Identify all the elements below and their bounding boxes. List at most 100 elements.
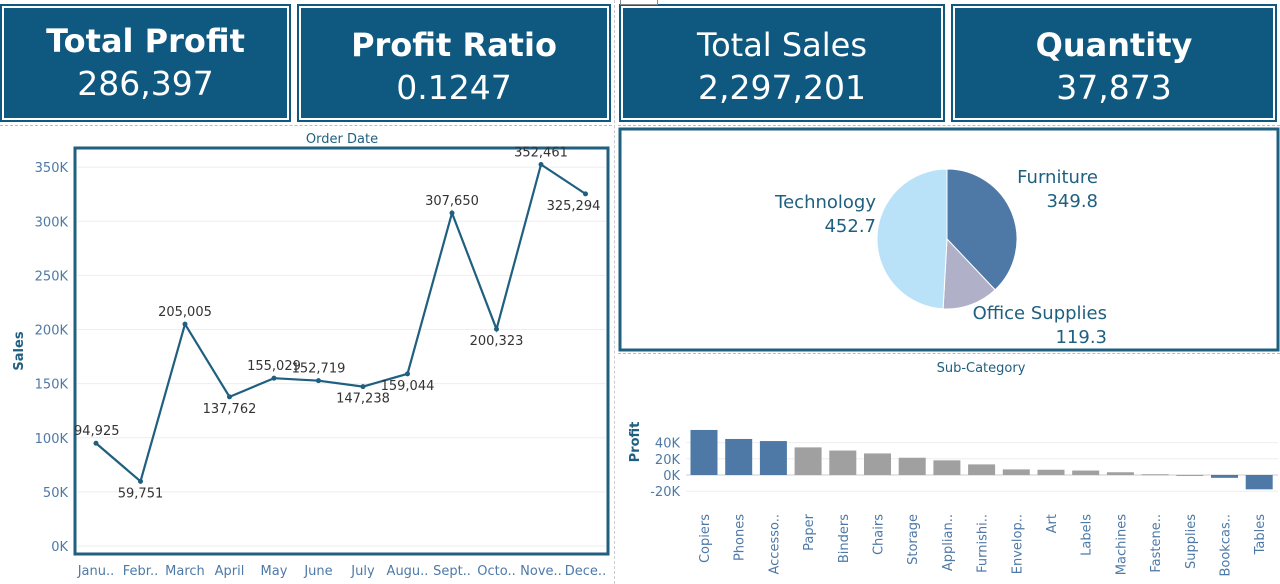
data-label: 152,719 bbox=[292, 362, 346, 377]
window-corner-marker bbox=[620, 0, 658, 5]
bar bbox=[794, 447, 822, 475]
y-tick-label: 20K bbox=[655, 453, 681, 468]
data-label: 94,925 bbox=[74, 424, 120, 439]
kpi-total-sales: Total Sales 2,297,201 bbox=[619, 4, 945, 122]
x-tick-label: Fastene.. bbox=[1149, 514, 1164, 573]
bar bbox=[864, 453, 891, 475]
bar bbox=[725, 438, 753, 475]
pie-chart-frame bbox=[618, 127, 1280, 352]
data-point bbox=[449, 210, 455, 216]
data-point bbox=[583, 191, 588, 197]
kpi-value: 37,873 bbox=[1056, 68, 1172, 107]
y-tick-label: 40K bbox=[655, 437, 681, 452]
kpi-profit-ratio: Profit Ratio 0.1247 bbox=[297, 4, 611, 122]
bar bbox=[1245, 475, 1273, 490]
x-tick-label: Sept.. bbox=[433, 564, 471, 579]
data-label: 352,461 bbox=[514, 145, 568, 160]
y-tick-label: 350K bbox=[35, 161, 69, 176]
pie-value-furniture: 349.8 bbox=[1046, 191, 1098, 212]
data-point bbox=[494, 326, 499, 332]
y-axis-label: Sales bbox=[12, 331, 27, 370]
x-tick-label: Bookcas.. bbox=[1219, 514, 1234, 577]
x-tick-label: May bbox=[261, 564, 288, 579]
x-tick-label: Phones bbox=[733, 514, 748, 561]
bar bbox=[690, 429, 718, 475]
data-point bbox=[405, 371, 410, 377]
x-tick-label: Furnishi.. bbox=[976, 514, 991, 573]
bar bbox=[1141, 474, 1169, 476]
y-tick-label: 0K bbox=[51, 540, 68, 555]
pie-value-office-supplies: 119.3 bbox=[1055, 327, 1107, 348]
bar bbox=[1211, 475, 1238, 478]
x-tick-label: Janu.. bbox=[77, 564, 115, 579]
x-tick-label: Storage bbox=[906, 514, 921, 565]
x-tick-label: Octo.. bbox=[477, 564, 515, 579]
x-tick-label: Tables bbox=[1253, 514, 1268, 556]
data-label: 307,650 bbox=[425, 194, 479, 209]
data-point bbox=[271, 375, 277, 381]
y-tick-label: -20K bbox=[650, 485, 680, 500]
data-label: 159,044 bbox=[381, 379, 435, 394]
bar bbox=[1037, 469, 1065, 475]
data-label: 325,294 bbox=[547, 199, 601, 214]
pie-slice-office-supplies bbox=[942, 237, 996, 310]
x-tick-label: Machines bbox=[1114, 514, 1129, 575]
bar-y-axis-label: Profit bbox=[628, 422, 643, 463]
kpi-quantity: Quantity 37,873 bbox=[951, 4, 1277, 122]
x-tick-label: Augu.. bbox=[387, 564, 429, 579]
x-tick-label: Supplies bbox=[1184, 514, 1199, 569]
x-tick-label: Febr.. bbox=[123, 564, 158, 579]
data-point bbox=[360, 384, 366, 390]
kpi-total-profit: Total Profit 286,397 bbox=[0, 4, 291, 122]
divider bbox=[614, 0, 615, 584]
bar bbox=[829, 450, 857, 475]
pie-slice-furniture bbox=[946, 168, 1018, 291]
data-point bbox=[138, 478, 143, 484]
pie-label-furniture: Furniture bbox=[1017, 167, 1098, 188]
pie-label-technology: Technology bbox=[774, 192, 876, 213]
bar bbox=[1072, 470, 1100, 475]
y-tick-label: 300K bbox=[35, 215, 69, 230]
kpi-title: Profit Ratio bbox=[351, 26, 557, 64]
x-tick-label: April bbox=[215, 564, 245, 579]
x-tick-label: Accesso.. bbox=[767, 514, 782, 575]
data-point bbox=[227, 394, 232, 400]
divider bbox=[618, 353, 1280, 354]
x-tick-label: Envelop.. bbox=[1010, 514, 1025, 574]
kpi-title: Quantity bbox=[1035, 26, 1193, 64]
data-point bbox=[538, 161, 544, 167]
line-chart-title: Order Date bbox=[306, 132, 378, 147]
kpi-title: Total Profit bbox=[46, 22, 245, 60]
x-tick-label: Applian.. bbox=[941, 514, 956, 571]
x-tick-label: Art bbox=[1045, 514, 1060, 533]
kpi-title: Total Sales bbox=[696, 26, 868, 64]
data-label: 137,762 bbox=[203, 402, 257, 417]
y-tick-label: 100K bbox=[35, 432, 69, 447]
x-tick-label: Chairs bbox=[872, 514, 887, 555]
x-tick-label: Binders bbox=[837, 514, 852, 563]
bar bbox=[1002, 469, 1030, 475]
kpi-value: 0.1247 bbox=[396, 68, 512, 107]
data-label: 147,238 bbox=[336, 392, 390, 407]
x-tick-label: Dece.. bbox=[565, 564, 606, 579]
pie-label-office-supplies: Office Supplies bbox=[973, 303, 1107, 324]
y-tick-label: 0K bbox=[663, 469, 680, 484]
bar bbox=[1176, 475, 1204, 476]
data-label: 205,005 bbox=[158, 305, 212, 320]
y-tick-label: 200K bbox=[35, 324, 69, 339]
x-tick-label: Labels bbox=[1080, 514, 1095, 556]
pie-value-technology: 452.7 bbox=[824, 216, 876, 237]
bar bbox=[898, 457, 926, 475]
kpi-value: 286,397 bbox=[77, 64, 214, 103]
x-tick-label: July bbox=[350, 564, 375, 579]
data-point bbox=[316, 378, 321, 384]
divider bbox=[618, 125, 1280, 126]
bar bbox=[1106, 472, 1134, 475]
x-tick-label: Copiers bbox=[698, 514, 713, 563]
y-tick-label: 250K bbox=[35, 269, 69, 284]
sales-line-chart: Order Date Sales 0K 50K 100K 150K 200K 250K 30… bbox=[12, 132, 610, 579]
y-tick-label: 150K bbox=[35, 378, 69, 393]
x-tick-label: Paper bbox=[802, 513, 817, 550]
category-pie-chart: Furniture 349.8 Technology 452.7 Office … bbox=[618, 127, 1280, 352]
y-tick-label: 50K bbox=[43, 486, 69, 501]
